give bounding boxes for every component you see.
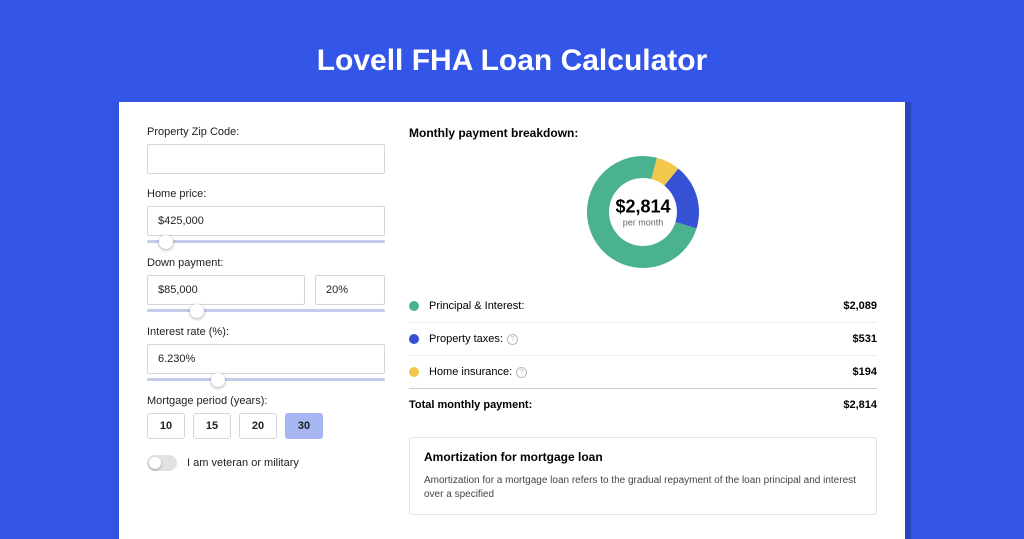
breakdown-item-value: $531 — [853, 333, 877, 345]
breakdown-item-label: Principal & Interest: — [429, 300, 843, 312]
breakdown-item: Home insurance:?$194 — [409, 355, 877, 388]
info-icon[interactable]: ? — [507, 334, 518, 345]
breakdown-item-label: Property taxes:? — [429, 333, 853, 345]
interest-rate-input[interactable] — [147, 344, 385, 374]
period-btn-10[interactable]: 10 — [147, 413, 185, 439]
total-value: $2,814 — [843, 399, 877, 411]
veteran-toggle-label: I am veteran or military — [187, 457, 299, 469]
legend-dot — [409, 301, 419, 311]
zip-input[interactable] — [147, 144, 385, 174]
breakdown-title: Monthly payment breakdown: — [409, 126, 877, 140]
home-price-slider-thumb[interactable] — [159, 235, 173, 249]
down-payment-group: Down payment: — [147, 257, 385, 312]
donut-chart-wrap: $2,814 per month — [409, 152, 877, 272]
period-btn-20[interactable]: 20 — [239, 413, 277, 439]
interest-rate-slider-thumb[interactable] — [211, 373, 225, 387]
breakdown-items: Principal & Interest:$2,089Property taxe… — [409, 290, 877, 388]
mortgage-period-group: Mortgage period (years): 10 15 20 30 — [147, 395, 385, 439]
down-payment-input[interactable] — [147, 275, 305, 305]
down-payment-pct-input[interactable] — [315, 275, 385, 305]
calculator-card: Property Zip Code: Home price: Down paym… — [119, 102, 905, 539]
form-column: Property Zip Code: Home price: Down paym… — [147, 126, 385, 515]
total-label: Total monthly payment: — [409, 399, 843, 411]
zip-field-group: Property Zip Code: — [147, 126, 385, 174]
page-title: Lovell FHA Loan Calculator — [0, 0, 1024, 102]
veteran-toggle-row: I am veteran or military — [147, 455, 385, 471]
interest-rate-label: Interest rate (%): — [147, 326, 385, 338]
veteran-toggle[interactable] — [147, 455, 177, 471]
home-price-group: Home price: — [147, 188, 385, 243]
interest-rate-slider[interactable] — [147, 378, 385, 381]
breakdown-item: Property taxes:?$531 — [409, 322, 877, 355]
breakdown-column: Monthly payment breakdown: $2,814 per mo… — [409, 126, 877, 515]
donut-amount: $2,814 — [615, 197, 670, 218]
home-price-slider[interactable] — [147, 240, 385, 243]
info-icon[interactable]: ? — [516, 367, 527, 378]
breakdown-item-value: $194 — [853, 366, 877, 378]
legend-dot — [409, 334, 419, 344]
home-price-input[interactable] — [147, 206, 385, 236]
home-price-label: Home price: — [147, 188, 385, 200]
amortization-title: Amortization for mortgage loan — [424, 450, 862, 464]
breakdown-item-label: Home insurance:? — [429, 366, 853, 378]
period-btn-15[interactable]: 15 — [193, 413, 231, 439]
down-payment-slider-thumb[interactable] — [190, 304, 204, 318]
breakdown-item: Principal & Interest:$2,089 — [409, 290, 877, 322]
total-row: Total monthly payment: $2,814 — [409, 388, 877, 421]
zip-label: Property Zip Code: — [147, 126, 385, 138]
breakdown-item-value: $2,089 — [843, 300, 877, 312]
veteran-toggle-knob — [149, 457, 161, 469]
amortization-box: Amortization for mortgage loan Amortizat… — [409, 437, 877, 515]
donut-sub: per month — [615, 218, 670, 228]
interest-rate-group: Interest rate (%): — [147, 326, 385, 381]
mortgage-period-label: Mortgage period (years): — [147, 395, 385, 407]
down-payment-slider[interactable] — [147, 309, 385, 312]
period-btn-30[interactable]: 30 — [285, 413, 323, 439]
donut-center: $2,814 per month — [615, 197, 670, 228]
down-payment-label: Down payment: — [147, 257, 385, 269]
mortgage-period-buttons: 10 15 20 30 — [147, 413, 385, 439]
amortization-text: Amortization for a mortgage loan refers … — [424, 474, 862, 502]
legend-dot — [409, 367, 419, 377]
